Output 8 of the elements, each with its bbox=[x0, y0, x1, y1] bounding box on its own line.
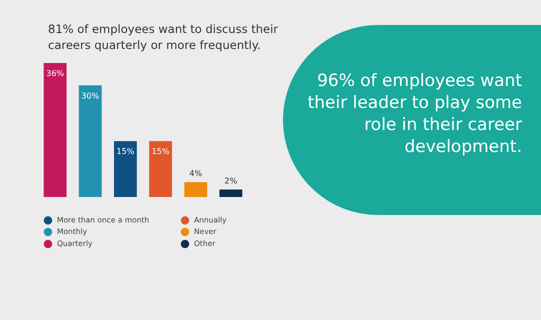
data-label: 36% bbox=[46, 69, 64, 78]
text: 96% of employees want their leader to play some role in their career development. bbox=[306, 70, 522, 158]
data-label: 15% bbox=[152, 147, 170, 156]
data-label: 30% bbox=[81, 91, 100, 100]
chart-title: 81% of employees want to discuss their careers quarterly or more frequently. bbox=[48, 22, 280, 54]
data-label: 4% bbox=[189, 169, 202, 178]
data-label: 15% bbox=[116, 147, 135, 156]
data-label: 2% bbox=[224, 176, 238, 186]
